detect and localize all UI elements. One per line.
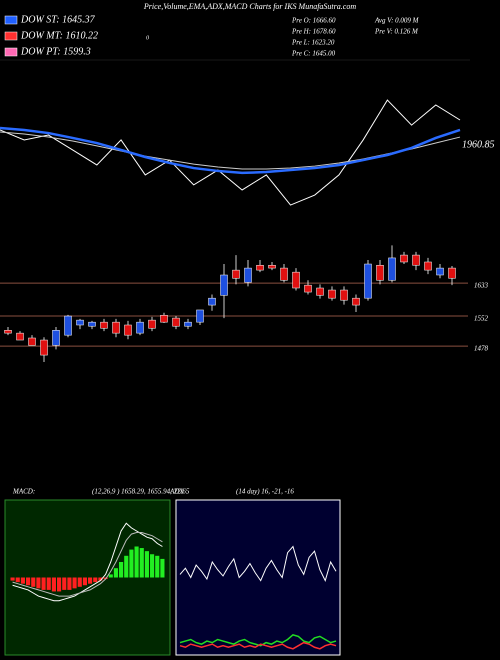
candle-body xyxy=(292,271,300,289)
candle-body xyxy=(256,264,264,271)
candle-body xyxy=(16,332,24,341)
page-title: Price,Volume,EMA,ADX,MACD Charts for IKS… xyxy=(143,2,356,11)
candle-body xyxy=(232,269,240,279)
level-label: 1478 xyxy=(474,345,489,353)
candle-body xyxy=(148,319,156,329)
legend-label: DOW PT: 1599.3 xyxy=(20,46,91,57)
candle-body xyxy=(220,274,228,296)
candle-body xyxy=(352,297,360,306)
legend-label: DOW ST: 1645.37 xyxy=(20,14,96,25)
histogram-bar xyxy=(82,577,87,586)
histogram-bar xyxy=(31,577,36,587)
candle-body xyxy=(40,339,48,356)
histogram-bar xyxy=(150,554,155,578)
histogram-bar xyxy=(139,548,144,578)
candle-body xyxy=(100,321,108,329)
histogram-bar xyxy=(77,577,82,587)
candle-body xyxy=(208,297,216,306)
histogram-bar xyxy=(124,555,129,578)
candle-body xyxy=(52,330,60,346)
legend-swatch xyxy=(4,15,18,25)
histogram-bar xyxy=(57,577,62,592)
histogram-bar xyxy=(26,577,31,586)
level-label: 1633 xyxy=(474,282,489,290)
histogram-bar xyxy=(134,546,139,578)
histogram-bar xyxy=(129,549,134,578)
candle-body xyxy=(424,261,432,271)
candle-body xyxy=(64,315,72,336)
panel-title: ADX xyxy=(169,488,184,496)
histogram-bar xyxy=(88,577,93,584)
candle-body xyxy=(340,289,348,301)
candle-body xyxy=(124,324,132,336)
candle-body xyxy=(400,254,408,263)
panel-subtitle: (12,26,9 ) 1658.29, 1655.94, 22.65 xyxy=(92,488,190,496)
candle-body xyxy=(4,330,12,334)
histogram-bar xyxy=(15,577,20,583)
stat: Pre V: 0.126 M xyxy=(374,28,419,36)
adx-line xyxy=(179,545,337,582)
histogram-bar xyxy=(155,555,160,578)
panel-title: MACD: xyxy=(12,488,35,496)
candle-body xyxy=(364,263,372,299)
histogram-bar xyxy=(144,551,149,578)
histogram-bar xyxy=(119,562,124,578)
note: 0 xyxy=(146,35,149,41)
legend-swatch xyxy=(4,31,18,41)
candle-body xyxy=(268,264,276,269)
stat: Pre C: 1645.00 xyxy=(291,50,336,58)
candle-body xyxy=(448,267,456,279)
macd-line xyxy=(12,532,163,597)
candle-body xyxy=(388,257,396,281)
stat: Pre H: 1678.60 xyxy=(291,28,336,36)
panel-subtitle: (14 day) 16, -21, -16 xyxy=(236,488,294,496)
candle-body xyxy=(136,321,144,334)
candle-body xyxy=(244,267,252,283)
histogram-bar xyxy=(41,577,46,590)
histogram-bar xyxy=(67,577,72,590)
histogram-bar xyxy=(108,574,113,578)
stat: Pre L: 1623.20 xyxy=(291,39,335,47)
legend-swatch xyxy=(4,47,18,57)
candle-body xyxy=(160,314,168,323)
histogram-bar xyxy=(62,577,67,590)
histogram-bar xyxy=(98,577,103,581)
candle-body xyxy=(88,321,96,327)
histogram-bar xyxy=(46,577,51,590)
legend-label: DOW MT: 1610.22 xyxy=(20,30,98,41)
level-label: 1552 xyxy=(474,315,489,323)
histogram-bar xyxy=(20,577,25,584)
histogram-bar xyxy=(51,577,56,592)
macd-line xyxy=(12,522,163,602)
histogram-bar xyxy=(36,577,41,589)
candle-body xyxy=(76,319,84,326)
candle-body xyxy=(280,267,288,281)
candle-body xyxy=(436,267,444,276)
candle-body xyxy=(112,321,120,334)
price-line xyxy=(0,126,461,175)
candle-body xyxy=(376,264,384,281)
histogram-bar xyxy=(160,558,165,578)
candle-body xyxy=(184,321,192,327)
histogram-bar xyxy=(93,577,98,583)
annotation: 1960.85 xyxy=(462,139,495,150)
candle-body xyxy=(316,287,324,296)
candle-body xyxy=(304,284,312,293)
histogram-bar xyxy=(113,568,118,578)
histogram-bar xyxy=(72,577,77,589)
price-line xyxy=(0,99,461,206)
stat: Avg V: 0.009 M xyxy=(374,17,420,25)
candle-body xyxy=(412,254,420,266)
candle-body xyxy=(196,309,204,323)
stat: Pre O: 1666.60 xyxy=(291,17,336,25)
candle-body xyxy=(172,317,180,327)
candle-body xyxy=(28,337,36,346)
histogram-bar xyxy=(10,577,15,581)
adx-line xyxy=(179,641,337,650)
candle-body xyxy=(328,289,336,299)
